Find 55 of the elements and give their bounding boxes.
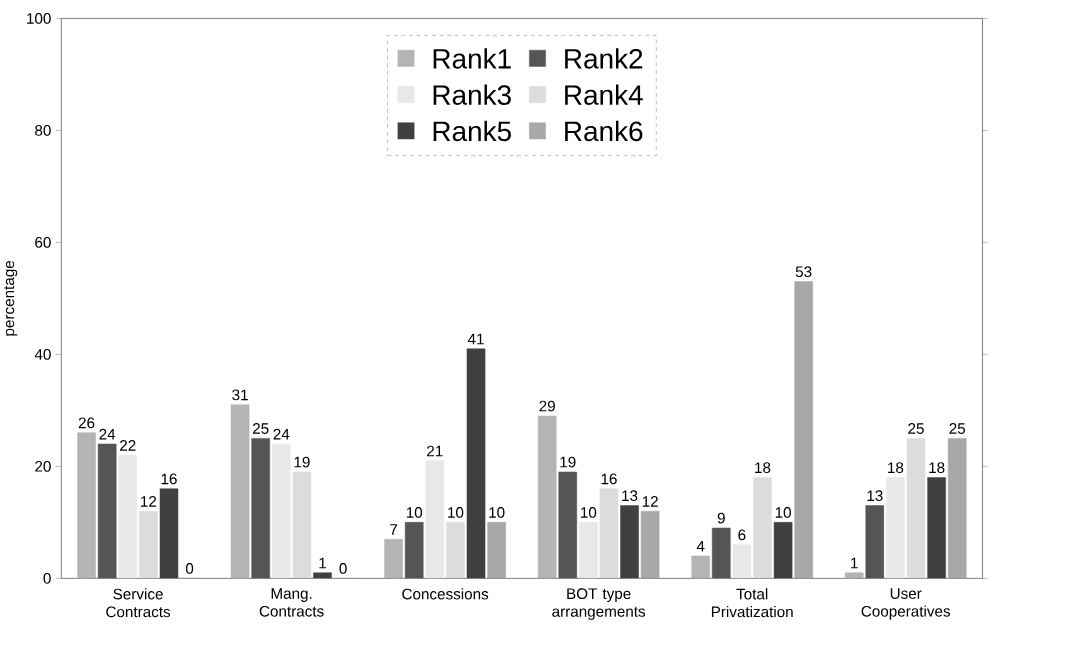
- data-label: 9: [717, 512, 725, 524]
- legend-label: Rank1: [433, 48, 511, 69]
- data-label: 12: [642, 496, 658, 507]
- data-label: 1: [851, 557, 858, 569]
- data-label: 18: [929, 462, 945, 474]
- data-label: 24: [273, 428, 290, 440]
- y-tick-label: 20: [35, 460, 51, 472]
- data-label: 24: [99, 428, 116, 440]
- data-label: 19: [294, 456, 310, 468]
- data-label: 25: [949, 423, 966, 434]
- x-tick-label: Mang. Contracts: [259, 588, 324, 617]
- legend-label: Rank5: [433, 120, 511, 142]
- data-label: 13: [622, 490, 638, 502]
- data-label: 25: [252, 423, 269, 434]
- legend-label: Rank6: [565, 120, 643, 142]
- data-label: 10: [406, 507, 423, 518]
- data-label: 10: [448, 507, 464, 518]
- data-label: 10: [775, 507, 791, 518]
- data-label: 18: [755, 462, 771, 474]
- legend-label: Rank3: [433, 84, 511, 105]
- y-tick-label: 100: [27, 13, 51, 24]
- data-label: 16: [161, 473, 177, 485]
- data-label: 7: [390, 524, 398, 535]
- data-label: 16: [601, 473, 617, 485]
- data-label: 53: [795, 266, 812, 278]
- data-label: 4: [696, 541, 705, 552]
- data-label: 22: [120, 440, 136, 451]
- x-tick-label: BOT type arrangements: [552, 588, 646, 620]
- data-label: 0: [339, 563, 347, 574]
- y-tick-label: 80: [35, 125, 51, 136]
- data-label: 6: [738, 529, 746, 541]
- data-label: 0: [185, 563, 194, 574]
- data-label: 10: [489, 507, 505, 518]
- data-label: 19: [560, 456, 576, 468]
- data-label: 31: [232, 389, 248, 401]
- data-label: 13: [867, 490, 883, 502]
- y-tick-label: 60: [35, 237, 51, 248]
- y-tick-label: 0: [43, 572, 51, 584]
- y-axis-title: percentage: [4, 260, 18, 336]
- data-label: 26: [78, 417, 95, 429]
- x-tick-label: Concessions: [402, 588, 489, 600]
- legend-label: Rank4: [565, 84, 643, 105]
- data-label: 21: [427, 445, 443, 457]
- x-tick-label: Total Privatization: [711, 588, 793, 618]
- data-label: 29: [539, 400, 555, 412]
- data-label: 41: [467, 333, 484, 345]
- x-tick-label: User Cooperatives: [861, 588, 951, 620]
- legend-label: Rank2: [565, 48, 643, 69]
- data-label: 10: [581, 507, 597, 518]
- data-label: 1: [319, 557, 326, 569]
- data-label: 25: [908, 423, 924, 434]
- y-tick-label: 40: [34, 349, 51, 360]
- data-label: 12: [141, 496, 157, 507]
- x-tick-label: Service Contracts: [106, 588, 171, 618]
- data-label: 18: [888, 462, 904, 474]
